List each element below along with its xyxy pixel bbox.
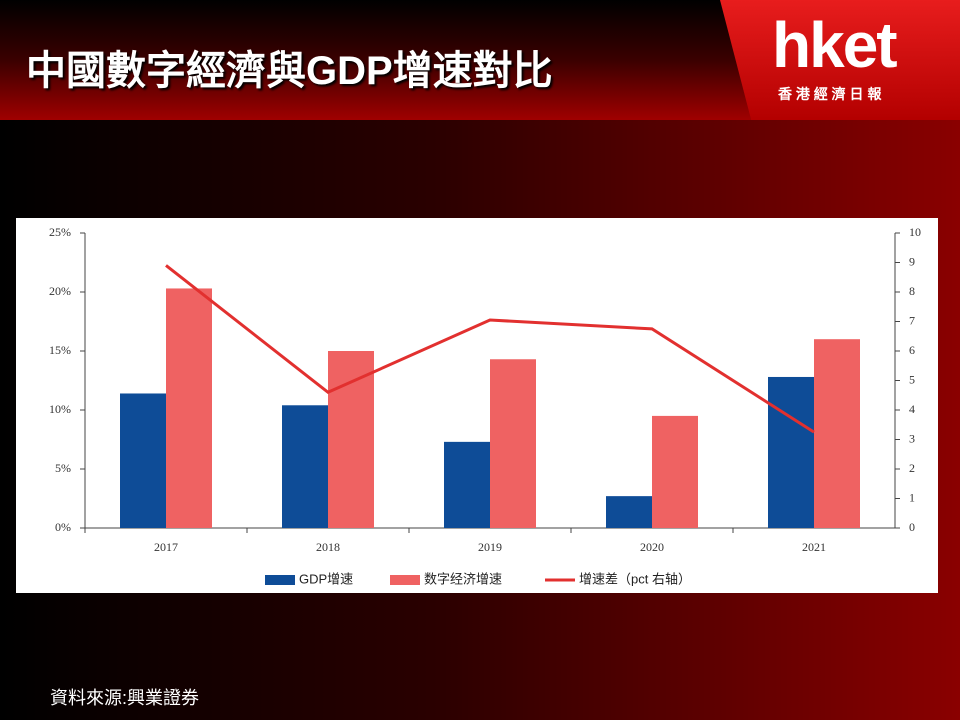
bar [814,339,860,528]
title: 中國數字經濟與GDP增速對比 [26,49,553,93]
x-tick-label: 2018 [316,540,340,554]
bar [606,496,652,528]
legend-swatch [265,575,295,585]
y-tick-label: 20% [49,284,71,298]
y2-tick-label: 10 [909,225,921,239]
y-tick-label: 15% [49,343,71,357]
x-tick-label: 2017 [154,540,178,554]
x-tick-label: 2021 [802,540,826,554]
legend-swatch [390,575,420,585]
bar [652,415,698,528]
y-tick-label: 10% [49,402,71,416]
y-tick-label: 5% [55,461,71,475]
x-tick-label: 2019 [478,540,502,554]
x-tick-label: 2020 [640,540,664,554]
logo-background [720,0,960,120]
y2-tick-label: 3 [909,431,915,445]
legend-label: GDP增速 [299,571,353,586]
y-tick-label: 25% [49,225,71,239]
bar [490,359,536,528]
y2-tick-label: 6 [909,343,915,357]
logo: hket [772,9,898,81]
bar [166,288,212,528]
y2-tick-label: 7 [909,313,915,327]
y2-tick-label: 2 [909,461,915,475]
line [165,264,815,434]
bar [328,351,374,528]
y-tick-label: 0% [55,520,71,534]
bar [768,376,814,528]
y2-tick-label: 1 [909,490,915,504]
y2-tick-label: 0 [909,520,915,534]
legend-label: 增速差（pct 右轴） [579,571,691,586]
y2-tick-label: 4 [909,402,915,416]
logo-subtitle: 香 港 經 濟 日 報 [778,86,882,102]
bar [120,393,166,528]
legend-label: 数字经济增速 [424,571,502,586]
bar [444,441,490,528]
y2-tick-label: 9 [909,254,915,268]
source: 資料來源:興業證券 [50,688,200,708]
y2-tick-label: 5 [909,372,915,386]
bar [282,405,328,528]
y2-tick-label: 8 [909,284,915,298]
